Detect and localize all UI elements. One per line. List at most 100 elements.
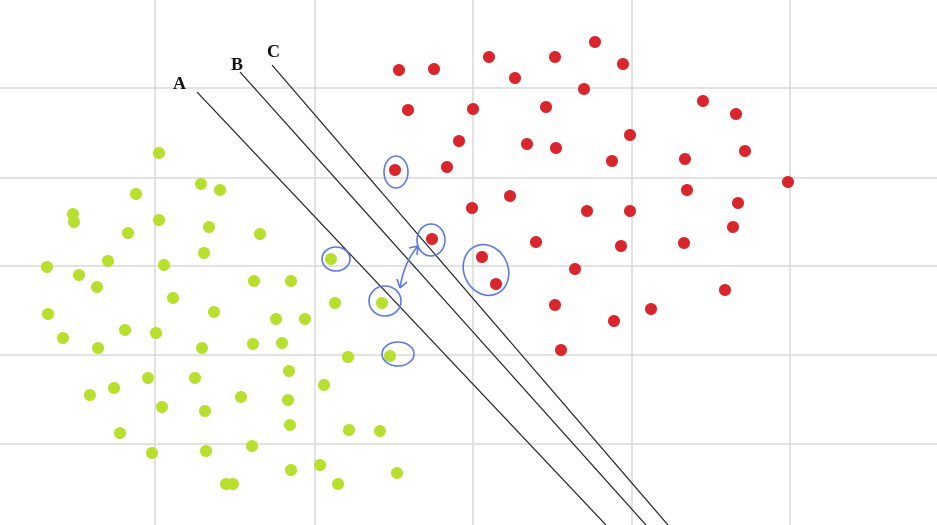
green-point <box>195 178 207 190</box>
red-point <box>727 221 739 233</box>
green-point <box>203 221 215 233</box>
green-point <box>376 297 388 309</box>
green-point <box>189 372 201 384</box>
green-point <box>92 342 104 354</box>
red-point <box>504 190 516 202</box>
green-point <box>247 338 259 350</box>
margin-arrow <box>396 245 419 289</box>
red-point <box>476 251 488 263</box>
green-point <box>150 327 162 339</box>
red-point <box>624 129 636 141</box>
red-point <box>730 108 742 120</box>
red-point <box>402 104 414 116</box>
red-point <box>679 153 691 165</box>
green-point <box>235 391 247 403</box>
red-point <box>555 344 567 356</box>
green-point <box>318 379 330 391</box>
highlight <box>368 285 402 317</box>
red-point <box>549 51 561 63</box>
green-point <box>73 269 85 281</box>
green-point <box>130 188 142 200</box>
green-point <box>254 228 266 240</box>
green-point <box>146 447 158 459</box>
green-point <box>122 227 134 239</box>
green-point <box>153 214 165 226</box>
red-point <box>606 155 618 167</box>
green-point <box>84 389 96 401</box>
green-point <box>196 342 208 354</box>
red-point <box>428 63 440 75</box>
highlight <box>381 341 415 367</box>
green-point <box>246 440 258 452</box>
red-point <box>441 161 453 173</box>
green-point <box>299 313 311 325</box>
red-point <box>453 135 465 147</box>
red-point <box>589 36 601 48</box>
green-point <box>200 445 212 457</box>
green-point <box>332 478 344 490</box>
red-point <box>681 184 693 196</box>
hyperplane <box>271 64 669 525</box>
green-point <box>285 275 297 287</box>
green-point <box>57 332 69 344</box>
line-label: A <box>173 73 186 93</box>
red-point <box>549 299 561 311</box>
green-point <box>285 464 297 476</box>
red-point <box>490 278 502 290</box>
green-point <box>329 297 341 309</box>
hyperplane <box>239 71 647 525</box>
red-point <box>509 72 521 84</box>
green-point <box>284 419 296 431</box>
red-point <box>615 240 627 252</box>
highlight <box>416 223 446 257</box>
green-point <box>282 394 294 406</box>
red-point <box>782 176 794 188</box>
red-point <box>697 95 709 107</box>
green-point <box>167 292 179 304</box>
green-point <box>91 281 103 293</box>
red-point <box>530 236 542 248</box>
annotations <box>321 155 510 367</box>
red-point <box>608 315 620 327</box>
red-point <box>732 197 744 209</box>
green-point <box>156 401 168 413</box>
green-point <box>208 306 220 318</box>
line-label: C <box>267 41 280 61</box>
red-point <box>645 303 657 315</box>
green-point <box>158 259 170 271</box>
green-point <box>42 308 54 320</box>
red-point <box>389 164 401 176</box>
green-point <box>153 147 165 159</box>
green-point <box>68 216 80 228</box>
green-point <box>214 184 226 196</box>
green-point <box>342 351 354 363</box>
red-point <box>483 51 495 63</box>
green-point <box>384 350 396 362</box>
green-point <box>283 365 295 377</box>
red-point <box>467 103 479 115</box>
green-point <box>276 337 288 349</box>
red-point <box>624 205 636 217</box>
red-point <box>739 145 751 157</box>
green-point <box>325 253 337 265</box>
red-point <box>581 205 593 217</box>
green-point <box>374 425 386 437</box>
red-point <box>719 284 731 296</box>
green-point <box>343 424 355 436</box>
red-point <box>540 101 552 113</box>
line-label: B <box>231 54 243 74</box>
green-point <box>119 324 131 336</box>
red-point <box>426 233 438 245</box>
red-point <box>466 202 478 214</box>
green-point <box>142 372 154 384</box>
red-point <box>678 237 690 249</box>
green-point <box>102 255 114 267</box>
red-point <box>521 138 533 150</box>
highlight <box>462 243 510 297</box>
green-point <box>199 405 211 417</box>
red-point <box>569 263 581 275</box>
points <box>41 36 794 490</box>
green-point <box>108 382 120 394</box>
